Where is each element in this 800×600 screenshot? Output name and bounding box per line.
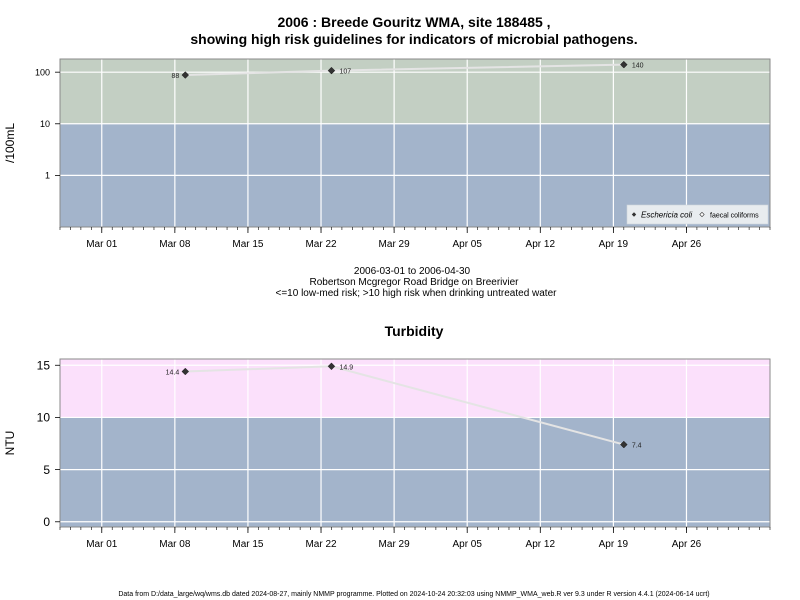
- data-point: [327, 66, 336, 75]
- x-tick-label: Apr 26: [672, 539, 702, 550]
- data-label: 88: [171, 73, 179, 80]
- data-label: 107: [339, 69, 351, 76]
- x-tick-label: Mar 15: [232, 239, 264, 250]
- data-point: [181, 71, 190, 79]
- y-axis-label: /100mL: [3, 123, 17, 163]
- legend-box: [626, 204, 769, 225]
- y-tick-label: 10: [40, 119, 50, 129]
- x-tick-label: Mar 01: [86, 539, 118, 550]
- x-tick-label: Apr 19: [599, 539, 629, 550]
- chart-title-line1: 2006 : Breede Gouritz WMA, site 188485 ,: [277, 14, 550, 30]
- y-tick-label: 15: [37, 359, 51, 373]
- x-tick-label: Apr 05: [452, 539, 482, 550]
- data-label: 14.4: [166, 370, 180, 377]
- x-tick-label: Mar 29: [379, 239, 411, 250]
- data-point: [327, 362, 336, 371]
- data-label: 140: [632, 63, 644, 70]
- turbidity-panel: Mar 01 Mar 08 Mar 15 Mar 22 Mar 29 Apr 05 Apr …: [3, 358, 771, 550]
- site-name-label: Robertson Mcgregor Road Bridge on Breeri…: [310, 277, 520, 288]
- y-tick-label: 100: [35, 67, 50, 77]
- low-risk-zone: [60, 417, 770, 527]
- x-tick-label: Mar 22: [305, 239, 337, 250]
- data-point: [620, 60, 628, 69]
- y-tick-label: 10: [37, 411, 51, 425]
- legend-marker-faecal: [699, 211, 705, 218]
- y-tick-label: 1: [45, 171, 50, 181]
- legend: Eschericia coli faecal coliforms: [626, 204, 769, 225]
- turbidity-title: Turbidity: [385, 323, 444, 339]
- chart-title-line2: showing high risk guidelines for indicat…: [190, 31, 637, 47]
- footer-note: Data from D:/data_large/wq/wms.db dated …: [118, 591, 709, 598]
- y-tick-label: 0: [43, 515, 50, 529]
- legend-label-faecal: faecal coliforms: [710, 213, 759, 220]
- x-tick-label: Apr 05: [452, 239, 482, 250]
- data-label: 14.9: [339, 364, 353, 371]
- ecoli-panel: Mar 01 Mar 08 Mar 15 Mar 22 Mar 29 Apr 05 Apr …: [3, 58, 771, 250]
- x-tick-label: Mar 08: [159, 239, 191, 250]
- legend-label-ecoli: Eschericia coli: [641, 211, 692, 220]
- x-tick-label: Mar 29: [379, 539, 411, 550]
- x-tick-label: Mar 22: [305, 539, 337, 550]
- y-axis-label: NTU: [3, 431, 17, 456]
- x-tick-label: Apr 26: [672, 239, 702, 250]
- x-tick-label: Apr 12: [526, 539, 556, 550]
- x-tick-label: Apr 12: [526, 239, 556, 250]
- x-tick-label: Mar 08: [159, 539, 191, 550]
- y-tick-label: 5: [43, 463, 50, 477]
- data-point: [181, 367, 190, 376]
- x-tick-label: Mar 15: [232, 539, 264, 550]
- data-label: 7.4: [632, 443, 642, 450]
- x-tick-label: Mar 01: [86, 239, 118, 250]
- data-point: [620, 440, 628, 449]
- legend-marker-ecoli: [631, 212, 637, 217]
- x-tick-label: Apr 19: [599, 239, 629, 250]
- date-range-label: 2006-03-01 to 2006-04-30: [354, 266, 471, 277]
- risk-guideline-label: <=10 low-med risk; >10 high risk when dr…: [276, 288, 558, 299]
